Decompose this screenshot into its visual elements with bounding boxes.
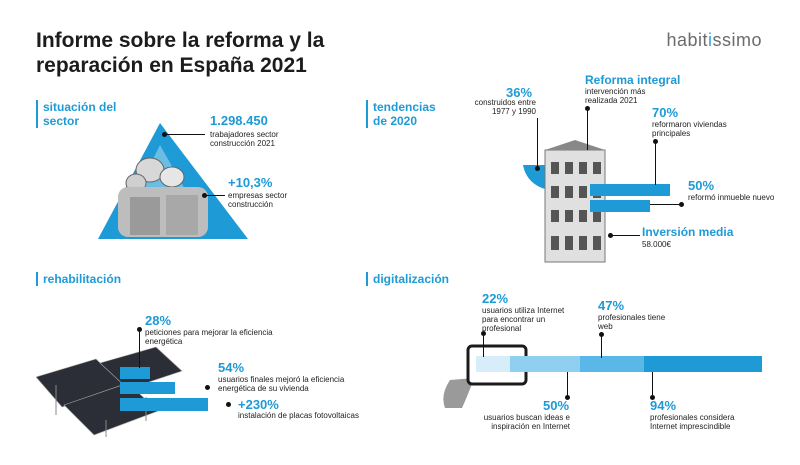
connector-line [655, 140, 656, 185]
connector-line [205, 195, 225, 196]
section-title-situacion: situación del sector [36, 100, 133, 128]
connector-dot [481, 331, 486, 336]
bar-28-percent [120, 367, 150, 379]
connector-dot [162, 132, 167, 137]
stat-workers-label: trabajadores sector construcción 2021 [210, 130, 279, 148]
section-title-digitalizacion: digitalización [366, 272, 449, 286]
bar-47-percent [510, 356, 580, 372]
connector-line [139, 330, 140, 368]
bar-230-percent [120, 398, 208, 411]
stat-companies-value: +10,3% [228, 175, 273, 190]
stat-50d-value: 50% [543, 398, 570, 413]
connector-dot [226, 402, 231, 407]
bar-50-percent [590, 200, 650, 212]
hand-tablet-illustration [443, 344, 528, 408]
section-title-tendencias: tendencias de 2020 [366, 100, 443, 128]
connector-line [567, 372, 568, 398]
connector-dot [205, 385, 210, 390]
workers-triangle-illustration [98, 123, 248, 239]
bar-22-percent [476, 356, 510, 372]
connector-line [537, 118, 538, 168]
habitissimo-logo: habitissimo [666, 30, 762, 50]
connector-dot [535, 166, 540, 171]
stat-47-label: profesionales tiene web [598, 313, 666, 331]
stat-inversion-label: 58.000€ [642, 240, 671, 249]
bar-54-percent [120, 382, 175, 394]
stat-70-label: reformaron viviendas principales [652, 120, 727, 138]
stat-54-value: 54% [218, 360, 245, 375]
stat-inversion-value: Inversión media [642, 225, 734, 239]
stat-47-value: 47% [598, 298, 625, 313]
stat-94-label: profesionales considera Internet impresc… [650, 413, 735, 431]
stat-50-value: 50% [688, 178, 715, 193]
stat-reforma-value: Reforma integral [585, 73, 681, 87]
stat-70-value: 70% [652, 105, 679, 120]
connector-dot [653, 139, 658, 144]
connector-line [587, 106, 588, 150]
connector-dot [137, 327, 142, 332]
connector-line [610, 235, 640, 236]
stat-22-value: 22% [482, 291, 509, 306]
stat-94-value: 94% [650, 398, 677, 413]
bar-70-percent [590, 184, 670, 196]
stat-54-label: usuarios finales mejoró la eficiencia en… [218, 375, 345, 393]
section-title-rehabilitacion: rehabilitación [36, 272, 121, 286]
bar-50-percent [580, 356, 644, 372]
connector-line [601, 334, 602, 358]
stat-companies-label: empresas sector construcción [228, 191, 288, 209]
connector-dot [585, 106, 590, 111]
stat-28-label: peticiones para mejorar la eficiencia en… [145, 328, 273, 346]
connector-dot [565, 395, 570, 400]
connector-line [650, 204, 680, 205]
stat-230-label: instalación de placas fotovoltaicas [238, 411, 359, 420]
connector-dot [679, 202, 684, 207]
stat-workers-value: 1.298.450 [210, 113, 268, 128]
connector-line [165, 134, 205, 135]
connector-line [483, 333, 484, 357]
connector-dot [599, 332, 604, 337]
connector-line [652, 372, 653, 398]
stat-230-value: +230% [238, 397, 279, 412]
stat-28-value: 28% [145, 313, 172, 328]
stat-36-value: 36% [506, 85, 533, 100]
stat-36-label: construidos entre 1977 y 1990 [474, 98, 536, 116]
connector-dot [650, 395, 655, 400]
page-title: Informe sobre la reforma y la reparación… [36, 29, 325, 77]
bar-94-percent [644, 356, 762, 372]
stat-22-label: usuarios utiliza Internet para encontrar… [482, 306, 565, 333]
connector-dot [202, 193, 207, 198]
stat-reforma-label: intervención más realizada 2021 [585, 87, 646, 105]
stat-50d-label: usuarios buscan ideas e inspiración en I… [483, 413, 570, 431]
stat-50-label: reformó inmueble nuevo [688, 193, 775, 202]
